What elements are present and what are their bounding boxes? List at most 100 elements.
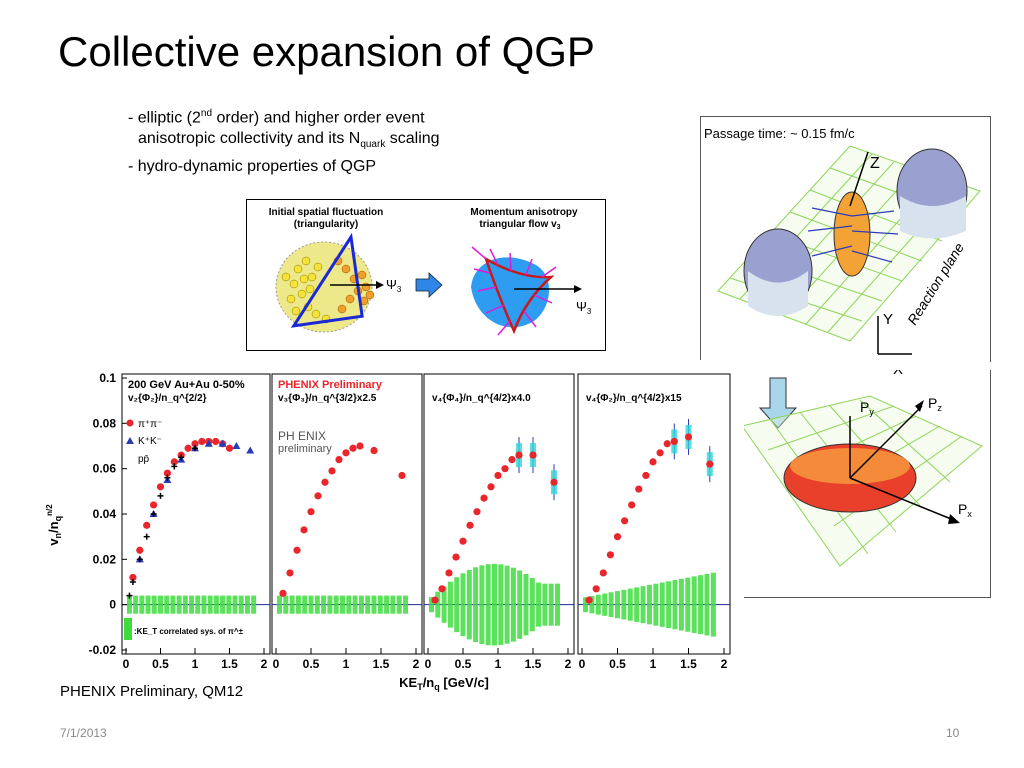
data-point bbox=[508, 456, 516, 464]
panel-3-label: v₄{Φ₄}/n_q^{4/2}x4.0 bbox=[432, 393, 531, 404]
nucleus-right bbox=[896, 148, 968, 239]
sys-bar bbox=[678, 578, 684, 631]
sys-bar bbox=[548, 583, 554, 626]
sys-bar bbox=[133, 595, 139, 614]
sys-bar bbox=[589, 595, 595, 614]
sys-bar bbox=[704, 573, 710, 636]
sys-bar bbox=[384, 595, 390, 614]
sys-bar bbox=[277, 595, 282, 614]
sys-bar bbox=[220, 595, 226, 614]
data-point bbox=[592, 585, 600, 593]
sys-note: :KE_T correlated sys. of π^± bbox=[134, 627, 244, 636]
data-point bbox=[370, 446, 378, 455]
data-point bbox=[706, 460, 714, 468]
bullet-3: - hydro-dynamic properties of QGP bbox=[128, 157, 377, 175]
sys-bar bbox=[435, 591, 441, 618]
data-point bbox=[279, 589, 287, 597]
data-point bbox=[212, 437, 220, 446]
data-point bbox=[438, 585, 446, 593]
sys-bar bbox=[698, 575, 704, 635]
sys-bar bbox=[333, 595, 339, 614]
data-point bbox=[328, 467, 336, 475]
data-point bbox=[314, 492, 322, 500]
sys-bar bbox=[189, 595, 195, 614]
triangular-flow-figure: Initial spatial fluctuation (triangulari… bbox=[246, 199, 606, 351]
bullet-1: - elliptic (2nd order) and higher order … bbox=[128, 103, 440, 128]
data-point bbox=[136, 546, 144, 554]
sys-bar bbox=[170, 595, 176, 614]
sys-bar bbox=[485, 564, 491, 646]
p-x-label: Px bbox=[958, 501, 972, 519]
nucleus-left bbox=[743, 228, 813, 316]
sys-bar bbox=[691, 576, 697, 633]
x-axis-label: KET/nq [GeV/c] bbox=[399, 675, 489, 692]
sys-bar bbox=[602, 593, 608, 616]
x-tick-label: 2 bbox=[721, 657, 728, 671]
data-point bbox=[398, 471, 406, 480]
data-point bbox=[452, 553, 460, 561]
sys-bar bbox=[498, 564, 504, 645]
legend-p: pp̄ bbox=[138, 454, 150, 465]
data-point bbox=[342, 449, 350, 457]
sys-bar bbox=[542, 583, 548, 626]
sys-bar bbox=[283, 595, 289, 614]
data-point bbox=[356, 442, 364, 450]
y-tick-label: 0.08 bbox=[93, 416, 117, 430]
data-point bbox=[321, 478, 329, 486]
sys-bar bbox=[390, 595, 396, 614]
bullet-list: - elliptic (2nd order) and higher order … bbox=[128, 103, 440, 177]
p-z-label: Pz bbox=[928, 395, 942, 413]
data-point bbox=[170, 458, 178, 466]
data-point bbox=[628, 501, 636, 509]
data-point bbox=[129, 573, 137, 582]
sys-bar bbox=[627, 588, 633, 621]
x-tick-label: 0 bbox=[273, 657, 280, 671]
data-point bbox=[300, 526, 308, 534]
sys-bar bbox=[151, 595, 157, 614]
sys-bar bbox=[238, 595, 244, 614]
sys-bar bbox=[685, 577, 691, 632]
sys-bar bbox=[634, 587, 640, 622]
sys-bar bbox=[640, 586, 646, 624]
sys-bar bbox=[608, 592, 614, 618]
systematic-band bbox=[583, 572, 716, 637]
sys-bar bbox=[517, 570, 523, 639]
data-point bbox=[480, 494, 488, 502]
x-tick-label: 1.5 bbox=[221, 657, 238, 671]
data-point bbox=[163, 469, 171, 477]
sys-bar bbox=[454, 577, 460, 633]
data-point bbox=[663, 440, 671, 448]
data-point bbox=[143, 521, 151, 529]
sys-bar bbox=[340, 595, 345, 614]
sys-bar bbox=[321, 595, 327, 614]
x-tick-label: 1 bbox=[192, 657, 199, 671]
data-point bbox=[529, 451, 537, 459]
sys-bar bbox=[213, 595, 219, 614]
right-title-1: Momentum anisotropy bbox=[470, 207, 578, 218]
sys-bar bbox=[510, 567, 516, 642]
footer-date: 7/1/2013 bbox=[60, 726, 107, 740]
x-tick-label: 0.5 bbox=[609, 657, 626, 671]
data-point bbox=[642, 471, 650, 480]
series-0 bbox=[585, 418, 714, 604]
x-tick-label: 2 bbox=[413, 657, 420, 671]
sys-bar bbox=[176, 595, 182, 614]
sys-bar bbox=[447, 581, 453, 628]
sys-bar bbox=[201, 595, 207, 614]
data-point bbox=[191, 440, 199, 448]
sys-bar bbox=[460, 573, 466, 637]
sys-bar bbox=[473, 567, 479, 643]
sys-bar bbox=[314, 595, 320, 614]
sys-bar bbox=[164, 595, 170, 614]
xy-axes bbox=[877, 316, 912, 355]
sys-bar bbox=[232, 595, 238, 614]
sys-bar bbox=[429, 597, 434, 613]
data-point bbox=[649, 458, 657, 466]
data-point bbox=[335, 456, 343, 464]
sys-bar bbox=[536, 582, 542, 627]
sys-bar bbox=[295, 595, 301, 614]
data-point bbox=[487, 483, 495, 491]
sys-bar bbox=[371, 595, 377, 614]
x-tick-label: 0.5 bbox=[152, 657, 169, 671]
panel-1-label: v₂{Φ₂}/n_q^{2/2} bbox=[128, 393, 207, 404]
